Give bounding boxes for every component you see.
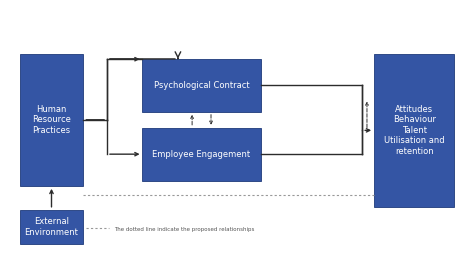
Bar — [19, 210, 83, 244]
Text: Human
Resource
Practices: Human Resource Practices — [32, 105, 71, 135]
Text: The dotted line indicate the proposed relationships: The dotted line indicate the proposed re… — [114, 227, 255, 232]
Text: Attitudes
Behaviour
Talent
Utilisation and
retention: Attitudes Behaviour Talent Utilisation a… — [384, 105, 445, 156]
Text: Psychological Contract: Psychological Contract — [154, 81, 249, 90]
Text: Employee Engagement: Employee Engagement — [153, 150, 251, 159]
Text: External
Environment: External Environment — [25, 217, 78, 237]
Bar — [19, 54, 83, 186]
Bar — [143, 128, 261, 181]
Bar — [143, 59, 261, 112]
Bar — [374, 54, 455, 207]
